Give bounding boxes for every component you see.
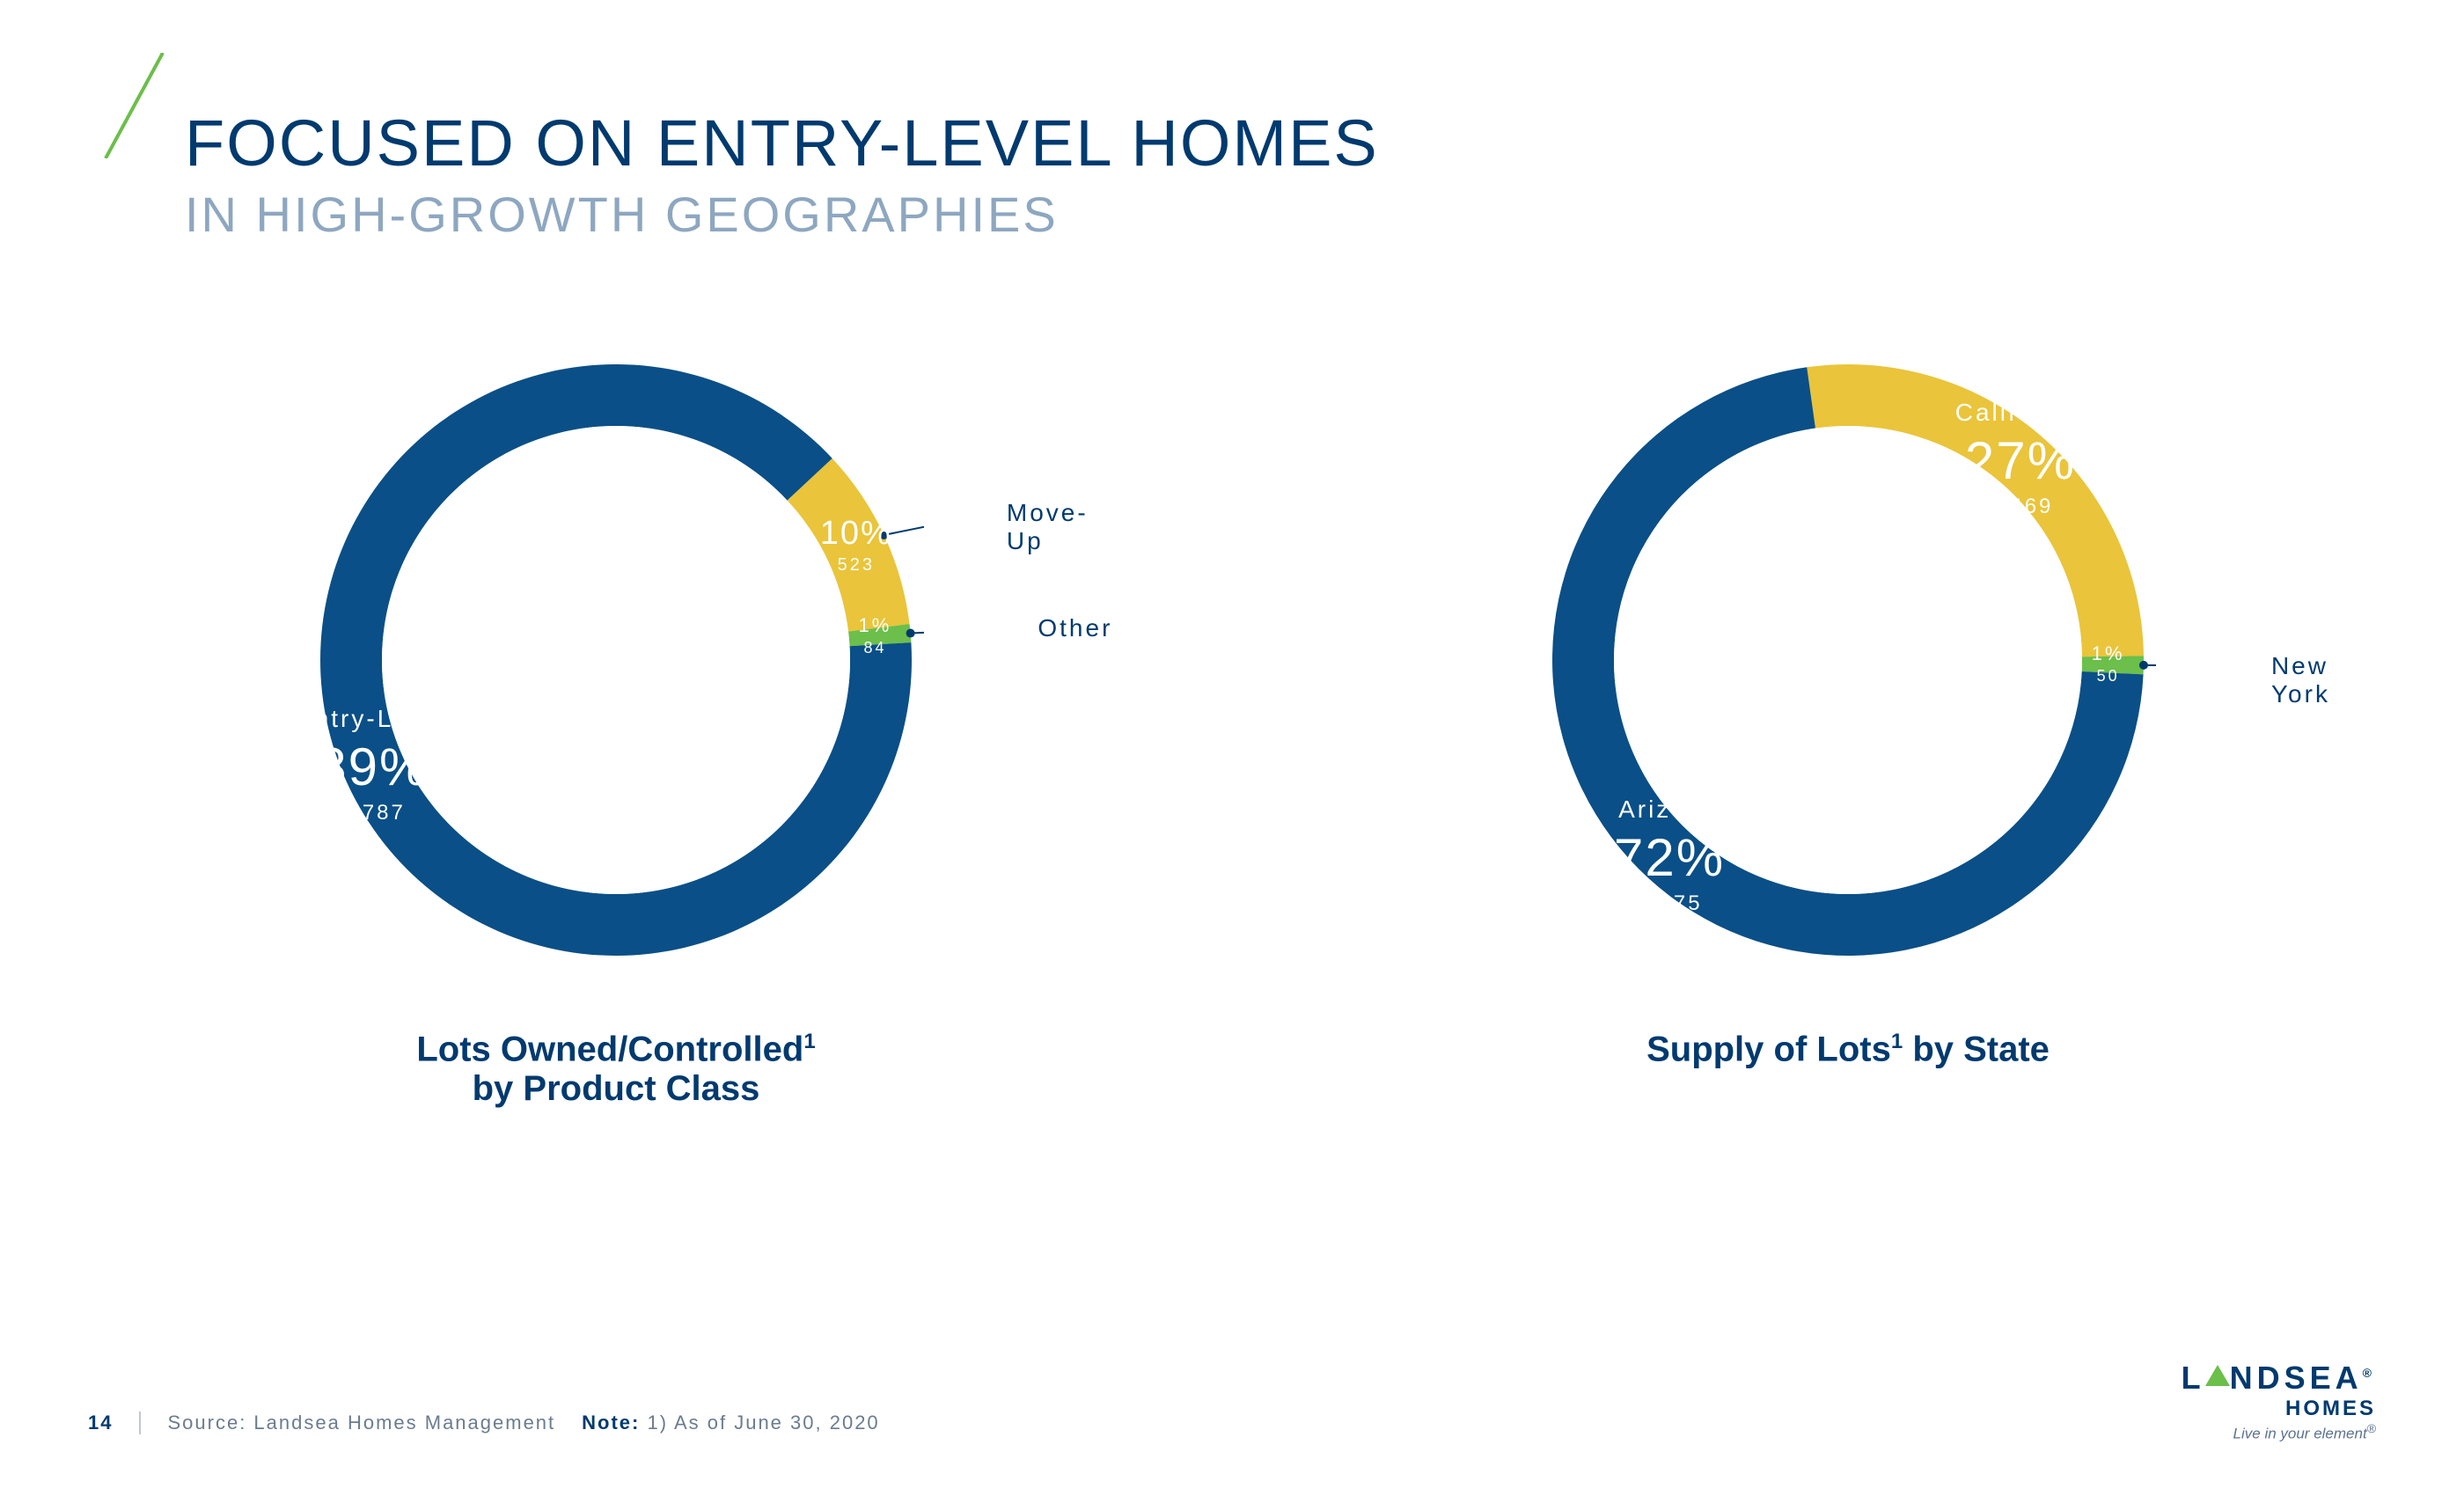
page-title: FOCUSED ON ENTRY-LEVEL HOMES — [185, 106, 1379, 180]
slice-label: California27%1,469 — [1915, 397, 2126, 520]
slice-label-small: 1%84 — [835, 613, 914, 657]
charts-row: 10%523 Move-Up 1%84 Other Entry-Level89%4,78… — [0, 352, 2464, 1144]
logo-tagline: Live in your element® — [2182, 1421, 2376, 1443]
footer: 14 Source: Landsea Homes Management Note… — [88, 1412, 880, 1434]
slice-label: 10%523 — [803, 513, 909, 577]
logo-brand: LNDSEA® — [2182, 1360, 2376, 1397]
page-number: 14 — [88, 1412, 141, 1434]
page-subtitle: IN HIGH-GROWTH GEOGRAPHIES — [185, 186, 1379, 243]
header-slash-icon — [88, 53, 176, 158]
footer-note: Note: 1) As of June 30, 2020 — [582, 1412, 880, 1434]
donut-product-class: 10%523Move-Up1%84OtherEntry-Level89%4,78… — [308, 352, 924, 968]
logo: LNDSEA® HOMES Live in your element® — [2182, 1360, 2376, 1443]
header: FOCUSED ON ENTRY-LEVEL HOMES IN HIGH-GRO… — [185, 106, 1379, 243]
slice-label: Entry-Level89%4,787 — [267, 703, 478, 826]
external-label: New York — [2271, 652, 2330, 708]
chart-title-by-state: Supply of Lots1 by State — [1232, 1030, 2464, 1069]
logo-sub: HOMES — [2182, 1397, 2376, 1421]
chart-product-class: 10%523 Move-Up 1%84 Other Entry-Level89%4,78… — [0, 352, 1232, 1144]
logo-triangle-icon — [2205, 1357, 2230, 1394]
footer-source: Source: Landsea Homes Management — [167, 1412, 555, 1434]
slice-label-small: 1%50 — [2069, 642, 2148, 686]
chart-by-state: California27%1,469 1%50 New York Arizona72%… — [1232, 352, 2464, 1144]
external-label: Move-Up — [1007, 499, 1089, 555]
footer-note-text: 1) As of June 30, 2020 — [648, 1412, 880, 1434]
chart-title-product-class: Lots Owned/Controlled1by Product Class — [0, 1030, 1232, 1109]
footer-note-label: Note: — [582, 1412, 640, 1434]
external-label: Other — [1038, 614, 1112, 642]
donut-by-state: California27%1,4691%50New YorkArizona72%… — [1540, 352, 2156, 968]
slice-label: Arizona72%3,875 — [1564, 794, 1775, 917]
